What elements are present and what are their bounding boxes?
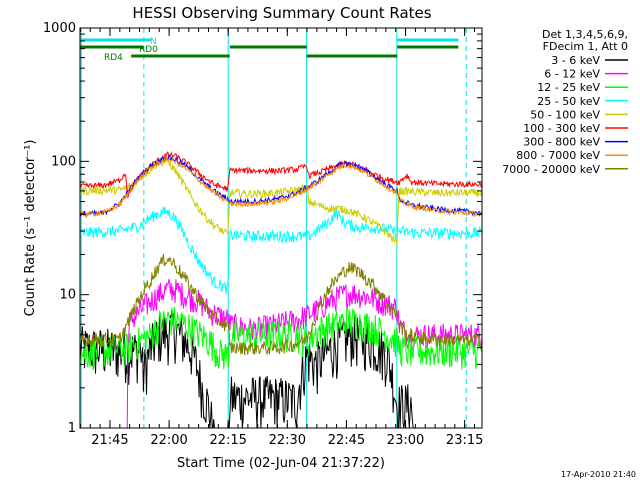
y-tick-label-2: 100	[51, 154, 76, 169]
series-line-0	[79, 308, 482, 429]
series-line-8	[79, 254, 483, 356]
series-8	[79, 254, 483, 356]
plot-frame	[79, 27, 483, 429]
legend-label-4: 50 - 100 keV	[530, 108, 600, 121]
flag-label-0: N	[150, 37, 157, 47]
axes: 21:45 22:00 22:15 22:30 22:45 23:00 23:15 1 10 10…	[43, 21, 483, 448]
series-0	[79, 308, 482, 429]
x-tick-label-0: 21:45	[91, 433, 128, 448]
legend-label-3: 25 - 50 keV	[537, 95, 600, 108]
series-line-2	[79, 305, 483, 372]
y-tick-label-0: 1	[68, 421, 76, 436]
legend-label-5: 100 - 300 keV	[523, 122, 600, 135]
series-line-3	[79, 206, 483, 294]
series-7	[79, 155, 483, 218]
flag-label-1: RD0	[139, 45, 158, 55]
legend-label-6: 300 - 800 keV	[523, 136, 600, 149]
series-6	[79, 154, 483, 219]
chart-title: HESSI Observing Summary Count Rates	[132, 4, 431, 22]
y-tick-label-3: 1000	[43, 21, 76, 36]
x-tick-label-1: 22:00	[150, 433, 187, 448]
flag-label-2: RD4	[104, 53, 123, 63]
y-tick-label-1: 10	[59, 288, 76, 303]
series-3	[79, 206, 483, 294]
timestamp: 17-Apr-2010 21:40	[561, 470, 636, 479]
legend-label-2: 12 - 25 keV	[537, 81, 600, 94]
series-line-7	[79, 155, 483, 218]
x-axis-label: Start Time (02-Jun-04 21:37:22)	[177, 456, 385, 471]
y-axis-label: Count Rate (s⁻¹ detector⁻¹)	[23, 140, 38, 317]
legend-header-0: Det 1,3,4,5,6,9,	[542, 28, 628, 41]
legend-header-1: FDecim 1, Att 0	[543, 40, 628, 53]
x-tick-label-6: 23:15	[446, 433, 483, 448]
x-tick-label-3: 22:30	[269, 433, 306, 448]
series-group	[79, 150, 483, 429]
series-2	[79, 305, 483, 372]
legend: Det 1,3,4,5,6,9,FDecim 1, Att 03 - 6 keV…	[502, 28, 628, 176]
legend-label-8: 7000 - 20000 keV	[502, 163, 600, 176]
series-line-6	[79, 154, 483, 219]
legend-label-1: 6 - 12 keV	[544, 68, 600, 81]
x-tick-label-5: 23:00	[387, 433, 424, 448]
legend-label-7: 800 - 7000 keV	[516, 149, 600, 162]
x-tick-label-2: 22:15	[209, 433, 246, 448]
legend-label-0: 3 - 6 keV	[551, 54, 600, 67]
x-tick-label-4: 22:45	[328, 433, 365, 448]
